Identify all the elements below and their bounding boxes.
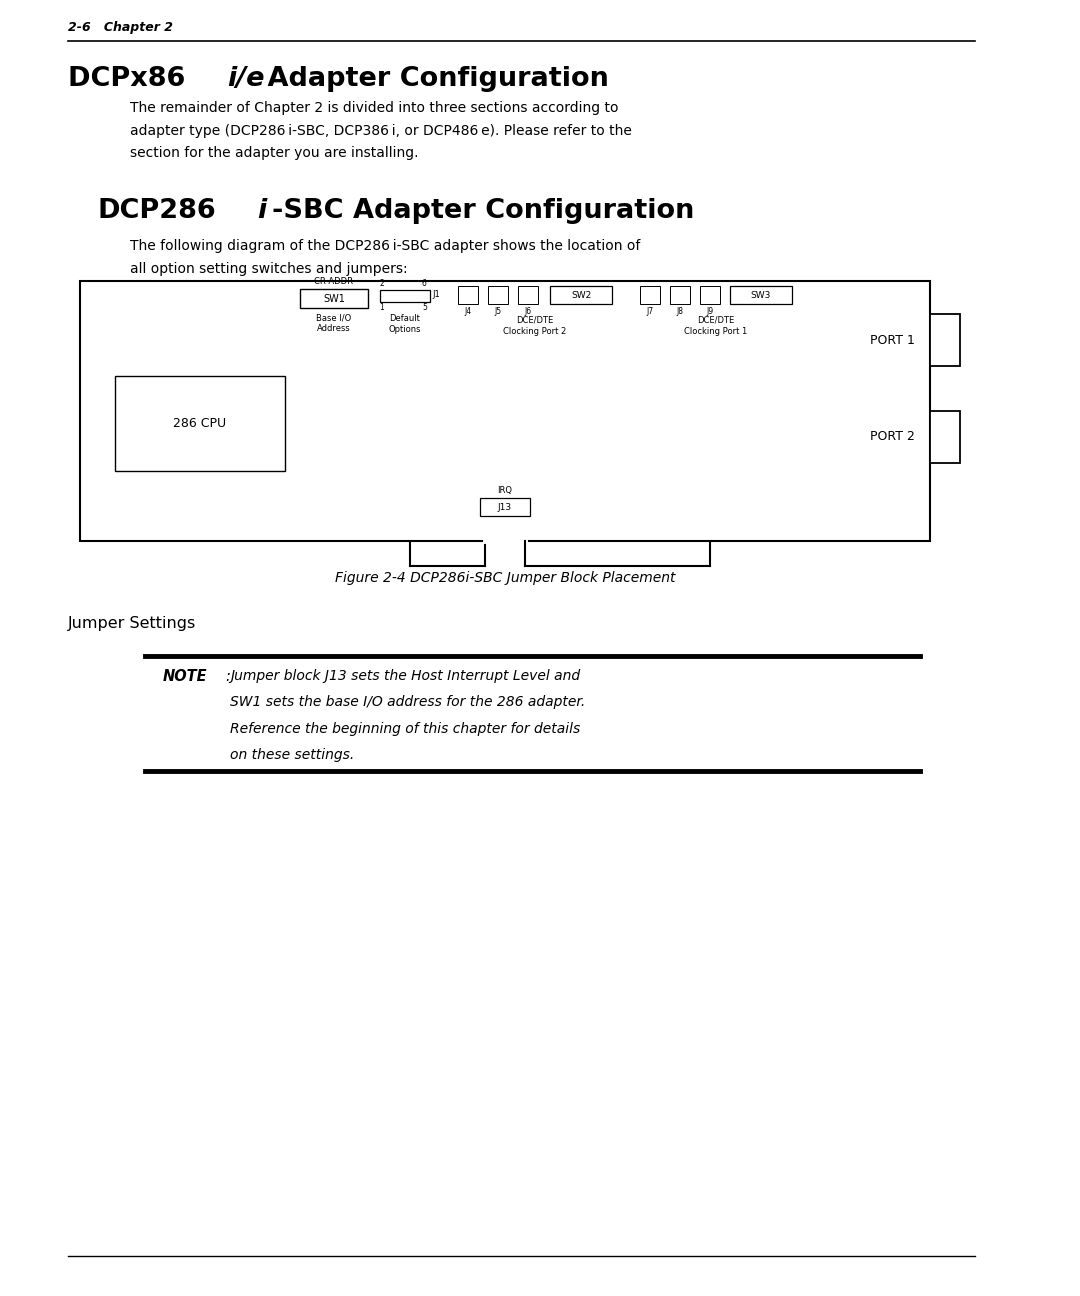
- Bar: [480, 498, 530, 516]
- Text: DCP286: DCP286: [98, 198, 217, 224]
- Text: on these settings.: on these settings.: [230, 749, 354, 762]
- Text: 286 CPU: 286 CPU: [174, 417, 227, 430]
- Bar: [640, 286, 660, 305]
- Text: 5: 5: [422, 303, 427, 312]
- Text: Jumper Settings: Jumper Settings: [68, 616, 197, 631]
- Text: 2: 2: [379, 279, 383, 288]
- Text: adapter type (DCP286 i-SBC, DCP386 i, or DCP486 e). Please refer to the: adapter type (DCP286 i-SBC, DCP386 i, or…: [130, 123, 632, 137]
- Text: J1: J1: [432, 290, 440, 299]
- Bar: [670, 286, 690, 305]
- Text: Jumper block J13 sets the Host Interrupt Level and: Jumper block J13 sets the Host Interrupt…: [230, 669, 580, 683]
- Text: J5: J5: [495, 307, 501, 316]
- Text: Figure 2-4 DCP286i-SBC Jumper Block Placement: Figure 2-4 DCP286i-SBC Jumper Block Plac…: [335, 572, 675, 584]
- Bar: [700, 286, 720, 305]
- Text: CR ADDR: CR ADDR: [314, 277, 353, 286]
- Text: -SBC Adapter Configuration: -SBC Adapter Configuration: [272, 198, 694, 224]
- Text: SW1 sets the base I/O address for the 286 adapter.: SW1 sets the base I/O address for the 28…: [230, 696, 585, 709]
- Text: Reference the beginning of this chapter for details: Reference the beginning of this chapter …: [230, 722, 580, 736]
- Text: J8: J8: [676, 307, 684, 316]
- Bar: [518, 286, 538, 305]
- Text: J9: J9: [706, 307, 714, 316]
- Text: 1: 1: [379, 303, 383, 312]
- Bar: [300, 289, 368, 308]
- Text: PORT 1: PORT 1: [870, 333, 915, 346]
- Text: Base I/O
Address: Base I/O Address: [316, 314, 352, 333]
- Text: 2-6   Chapter 2: 2-6 Chapter 2: [68, 21, 173, 34]
- Text: J7: J7: [647, 307, 653, 316]
- Text: NOTE: NOTE: [163, 669, 207, 684]
- Text: :: :: [225, 669, 230, 684]
- Text: section for the adapter you are installing.: section for the adapter you are installi…: [130, 146, 419, 159]
- Text: DCPx86: DCPx86: [68, 66, 191, 92]
- Bar: [80, 281, 930, 540]
- Text: IRQ: IRQ: [498, 486, 513, 495]
- Text: SW1: SW1: [323, 293, 345, 303]
- Text: PORT 2: PORT 2: [870, 430, 915, 443]
- Text: all option setting switches and jumpers:: all option setting switches and jumpers:: [130, 262, 407, 276]
- Text: Adapter Configuration: Adapter Configuration: [258, 66, 609, 92]
- Bar: [930, 411, 960, 463]
- Text: SW2: SW2: [571, 290, 591, 299]
- Text: 6: 6: [422, 279, 427, 288]
- Text: J4: J4: [464, 307, 472, 316]
- Text: DCE/DTE
Clocking Port 1: DCE/DTE Clocking Port 1: [685, 316, 747, 336]
- Text: SW3: SW3: [751, 290, 771, 299]
- Text: The following diagram of the DCP286 i-SBC adapter shows the location of: The following diagram of the DCP286 i-SB…: [130, 238, 640, 253]
- Text: J13: J13: [498, 503, 512, 512]
- Bar: [488, 286, 508, 305]
- Bar: [730, 286, 792, 305]
- Bar: [380, 290, 430, 302]
- Text: J6: J6: [525, 307, 531, 316]
- Bar: [550, 286, 612, 305]
- Text: i: i: [257, 198, 267, 224]
- Bar: [458, 286, 478, 305]
- Text: DCE/DTE
Clocking Port 2: DCE/DTE Clocking Port 2: [503, 316, 567, 336]
- Bar: [930, 314, 960, 365]
- Text: Default
Options: Default Options: [389, 314, 421, 334]
- Text: i/e: i/e: [227, 66, 265, 92]
- Text: The remainder of Chapter 2 is divided into three sections according to: The remainder of Chapter 2 is divided in…: [130, 101, 619, 115]
- Bar: [114, 376, 285, 470]
